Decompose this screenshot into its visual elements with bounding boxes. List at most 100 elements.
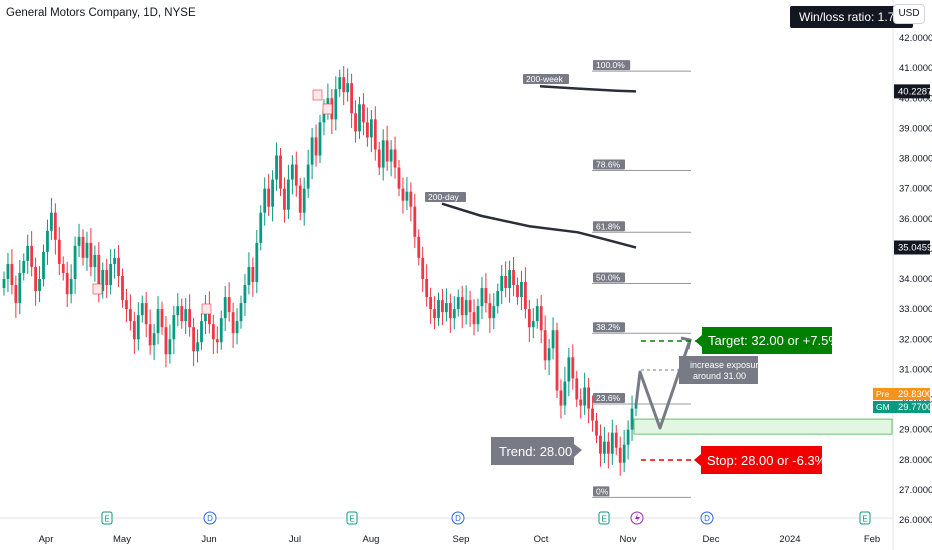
candle-body	[583, 387, 587, 406]
candle-body	[456, 297, 460, 310]
candle-body	[227, 297, 231, 313]
candle-body	[421, 257, 425, 279]
candle-body	[219, 318, 223, 343]
x-tick-label: Jun	[201, 534, 216, 545]
signal-box	[92, 283, 103, 295]
dividend-marker[interactable]	[700, 511, 714, 525]
candle-body	[251, 266, 255, 283]
candle-body	[61, 263, 65, 273]
y-tick-label: 36.0000	[899, 214, 932, 225]
candle-body	[354, 113, 357, 132]
pre-price-box	[894, 388, 930, 400]
fib-label-box	[593, 221, 625, 232]
ma-price-label: 35.0459	[898, 242, 932, 253]
fib-label-box	[593, 393, 625, 404]
candle-body	[168, 339, 172, 355]
candle-body	[543, 330, 547, 361]
y-tick-label: 39.0000	[899, 123, 932, 134]
candle-body	[271, 179, 274, 207]
candle-body	[136, 315, 140, 340]
trend-label: Trend: 28.00	[499, 444, 572, 459]
target-callout-pointer	[695, 335, 702, 347]
candle-body	[184, 309, 188, 322]
currency-button[interactable]: USD	[893, 4, 925, 24]
candle-body	[65, 272, 69, 295]
y-tick-label: 26.0000	[899, 515, 932, 526]
dividend-marker[interactable]	[203, 511, 217, 525]
fib-label: 38.2%	[596, 322, 621, 332]
y-tick-label: 31.0000	[899, 364, 932, 375]
candle-body	[377, 149, 381, 168]
x-tick-label: May	[113, 534, 131, 545]
candle-body	[358, 104, 361, 132]
candle-body	[520, 282, 523, 298]
candle-body	[393, 149, 397, 168]
candle-body	[2, 279, 6, 289]
candle-body	[239, 303, 243, 322]
candle-body	[247, 266, 251, 286]
ma-label-box	[523, 74, 569, 84]
candle-body	[223, 297, 227, 319]
x-tick-label: Jul	[289, 534, 301, 545]
candle-body	[524, 282, 527, 310]
ma-label-box	[425, 192, 466, 202]
candle-body	[69, 279, 73, 295]
candle-body	[26, 245, 30, 261]
ma-price-label: 40.2287	[898, 86, 932, 97]
candle-body	[338, 77, 342, 90]
y-tick-label: 32.0000	[899, 334, 932, 345]
lightning-icon	[635, 513, 640, 523]
candle-body	[460, 297, 464, 316]
candle-body	[389, 149, 393, 162]
candle-body	[10, 263, 14, 286]
earnings-marker[interactable]	[346, 511, 358, 525]
pre-price: 29.8300	[898, 389, 932, 400]
candle-body	[452, 309, 456, 319]
candle-body	[85, 242, 89, 258]
earnings-marker[interactable]	[598, 511, 610, 525]
ma-price-tag	[894, 84, 930, 99]
projection-path	[634, 339, 692, 430]
candle-body	[211, 324, 215, 340]
candle-body	[156, 309, 160, 334]
y-tick-label: 33.0000	[899, 304, 932, 315]
candle-body	[298, 185, 302, 213]
candle-body	[603, 441, 606, 454]
candle-body	[448, 303, 452, 319]
gm-tag-box	[873, 401, 894, 413]
candle-body	[192, 327, 195, 352]
candle-body	[563, 381, 567, 406]
note-line-2: around 31.00	[693, 371, 746, 381]
candle-body	[401, 188, 405, 201]
candle-body	[188, 309, 192, 328]
candle-body	[287, 179, 290, 210]
candle-body	[488, 303, 492, 319]
candle-body	[208, 306, 211, 325]
candle-body	[413, 206, 417, 237]
fib-label: 0%	[596, 486, 609, 496]
candle-body	[279, 155, 282, 189]
gm-price: 29.7700	[898, 402, 932, 413]
candle-body	[504, 275, 508, 289]
dividend-marker-letter: D	[207, 514, 213, 523]
candle-body	[113, 257, 116, 264]
candle-body	[441, 300, 444, 313]
candle-body	[267, 188, 271, 207]
candle-body	[551, 330, 555, 349]
x-tick-label: Dec	[703, 534, 720, 545]
dividend-marker[interactable]	[451, 511, 465, 525]
y-tick-label: 41.0000	[899, 63, 932, 74]
target-callout	[702, 327, 832, 354]
candle-body	[559, 390, 563, 406]
candle-body	[259, 212, 263, 243]
earnings-marker[interactable]	[101, 511, 113, 525]
earnings-marker[interactable]	[859, 511, 871, 525]
moving-average-line	[539, 84, 637, 93]
pre-tag: Pre	[876, 389, 890, 399]
x-tick-label: 2024	[779, 534, 800, 545]
candle-body	[283, 188, 286, 210]
support-zone	[633, 418, 893, 435]
stop-callout	[701, 446, 822, 474]
candle-body	[255, 242, 259, 283]
